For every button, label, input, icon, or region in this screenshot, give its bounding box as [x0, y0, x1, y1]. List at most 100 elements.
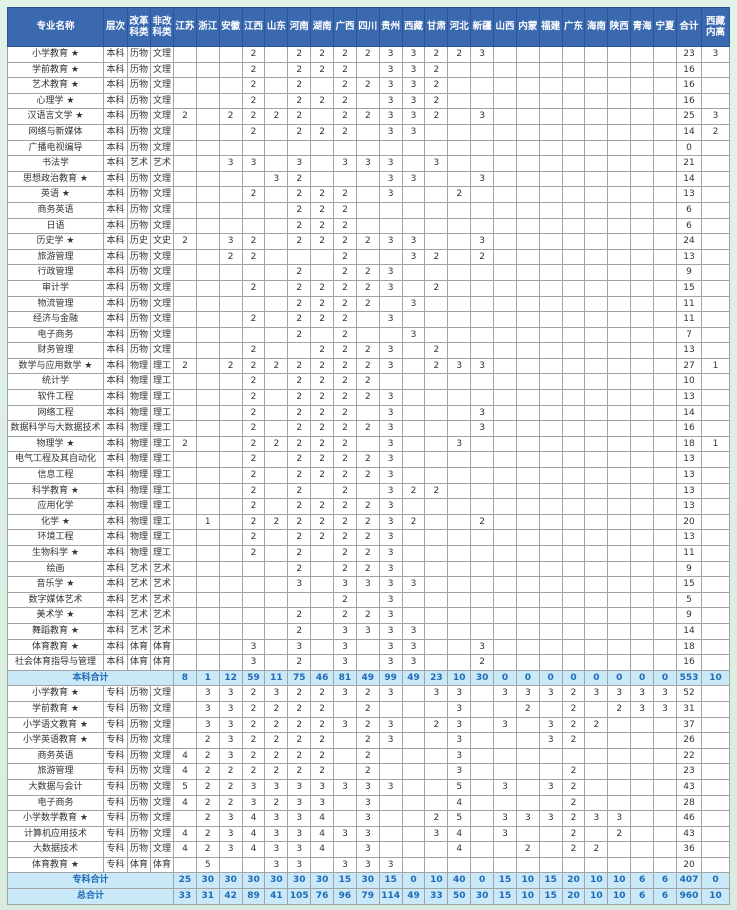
plan-count-cell: 2: [607, 700, 632, 718]
level-cell: 专科: [103, 732, 128, 749]
plan-count-cell: 3: [607, 685, 632, 702]
plan-count-cell: 3: [401, 295, 426, 313]
plan-count-cell: [264, 389, 289, 406]
plan-count-cell: [607, 295, 632, 313]
plan-count-cell: [538, 61, 563, 79]
plan-count-cell: [173, 342, 197, 359]
total-cell: 16: [676, 61, 702, 79]
plan-count-cell: 3: [378, 467, 403, 484]
plan-count-cell: [447, 560, 472, 578]
reform-category-cell: 历物: [127, 92, 151, 110]
level-cell: 本科: [103, 342, 128, 359]
plan-count-cell: [264, 560, 289, 578]
level-cell: 专科: [103, 841, 128, 858]
plan-count-cell: [653, 451, 677, 469]
plan-count-cell: [401, 591, 426, 609]
plan-count-cell: [493, 46, 517, 63]
plan-count-cell: [515, 357, 540, 375]
plan-count-cell: [584, 763, 609, 780]
plan-count-cell: 3: [355, 841, 380, 858]
plan-count-cell: [424, 778, 449, 796]
plan-count-cell: 0: [630, 669, 655, 687]
plan-count-cell: [653, 61, 677, 79]
column-header-24: 青海: [630, 7, 655, 47]
plan-count-cell: 3: [264, 778, 289, 796]
plan-count-cell: [173, 856, 197, 874]
plan-count-cell: [493, 451, 517, 469]
table-row: 网络工程 本科 物理 理工 2 2 2 2 3 3 14: [7, 404, 730, 422]
plan-count-cell: [218, 170, 243, 188]
plan-count-cell: 41: [264, 888, 289, 905]
plan-count-cell: [424, 404, 449, 422]
nonreform-category-cell: 理工: [150, 389, 174, 406]
plan-count-cell: [173, 92, 197, 110]
plan-count-cell: 3: [447, 357, 472, 375]
plan-count-cell: [561, 342, 586, 359]
reform-category-cell: 物理: [127, 513, 151, 531]
subtotal-label: 总合计: [7, 888, 174, 905]
total-cell: 13: [676, 451, 702, 469]
plan-count-cell: [561, 201, 586, 219]
level-cell: 本科: [103, 576, 128, 593]
plan-count-cell: 8: [173, 669, 197, 687]
plan-count-cell: 4: [310, 810, 335, 827]
plan-count-cell: [195, 279, 220, 297]
plan-count-cell: 2: [287, 732, 312, 749]
plan-count-cell: [310, 248, 335, 266]
plan-count-cell: 2: [310, 451, 335, 469]
plan-count-cell: [493, 389, 517, 406]
plan-count-cell: [470, 217, 495, 235]
plan-count-cell: [584, 732, 609, 749]
plan-count-cell: [195, 123, 220, 141]
plan-count-cell: [173, 326, 197, 344]
plan-count-cell: 12: [218, 669, 243, 687]
plan-count-cell: [515, 420, 540, 437]
plan-count-cell: [241, 622, 266, 640]
plan-count-cell: 3: [515, 810, 540, 827]
plan-count-cell: [447, 342, 472, 359]
plan-count-cell: [173, 560, 197, 578]
plan-count-cell: [470, 747, 495, 765]
level-cell: 本科: [103, 607, 128, 624]
plan-count-cell: [264, 373, 289, 391]
plan-count-cell: [493, 591, 517, 609]
plan-count-cell: [264, 591, 289, 609]
plan-count-cell: 2: [173, 435, 197, 453]
table-row: 计算机应用技术 专科 历物 文理 4 2 3 4 3 3 4 3 3 3 4 3 2 2 43: [7, 825, 730, 843]
plan-count-cell: [515, 498, 540, 515]
plan-count-cell: 2: [241, 77, 266, 94]
plan-count-cell: 10: [515, 888, 540, 905]
subtotal-row: 本科合计 8 1 12 59 11 75 46 81 49 99 49 23 10 30 0 0 0 0 0 0 0 0 55…: [7, 669, 730, 687]
plan-count-cell: [584, 77, 609, 94]
plan-count-cell: [218, 451, 243, 469]
plan-count-cell: [470, 763, 495, 780]
plan-count-cell: [653, 139, 677, 157]
plan-count-cell: [173, 279, 197, 297]
plan-count-cell: [493, 622, 517, 640]
plan-count-cell: [515, 311, 540, 328]
major-name: 美术学 ★: [7, 607, 104, 624]
plan-count-cell: [173, 607, 197, 624]
plan-count-cell: 1: [195, 669, 220, 687]
plan-count-cell: [538, 123, 563, 141]
nonreform-category-cell: 艺术: [150, 155, 174, 172]
plan-count-cell: 3: [470, 357, 495, 375]
plan-count-cell: 5: [173, 778, 197, 796]
plan-count-cell: 3: [401, 638, 426, 656]
plan-count-cell: 2: [241, 700, 266, 718]
plan-count-cell: 2: [264, 357, 289, 375]
plan-count-cell: [538, 108, 563, 125]
plan-count-cell: [264, 342, 289, 359]
reform-category-cell: 物理: [127, 404, 151, 422]
plan-count-cell: [607, 155, 632, 172]
plan-count-cell: [561, 591, 586, 609]
plan-count-cell: 2: [287, 295, 312, 313]
plan-count-cell: [561, 311, 586, 328]
plan-count-cell: [218, 498, 243, 515]
subtotal-label: 专科合计: [7, 872, 174, 890]
plan-count-cell: 3: [241, 778, 266, 796]
plan-count-cell: [470, 482, 495, 500]
plan-count-cell: 4: [173, 747, 197, 765]
plan-count-cell: [401, 264, 426, 281]
plan-count-cell: [607, 186, 632, 203]
